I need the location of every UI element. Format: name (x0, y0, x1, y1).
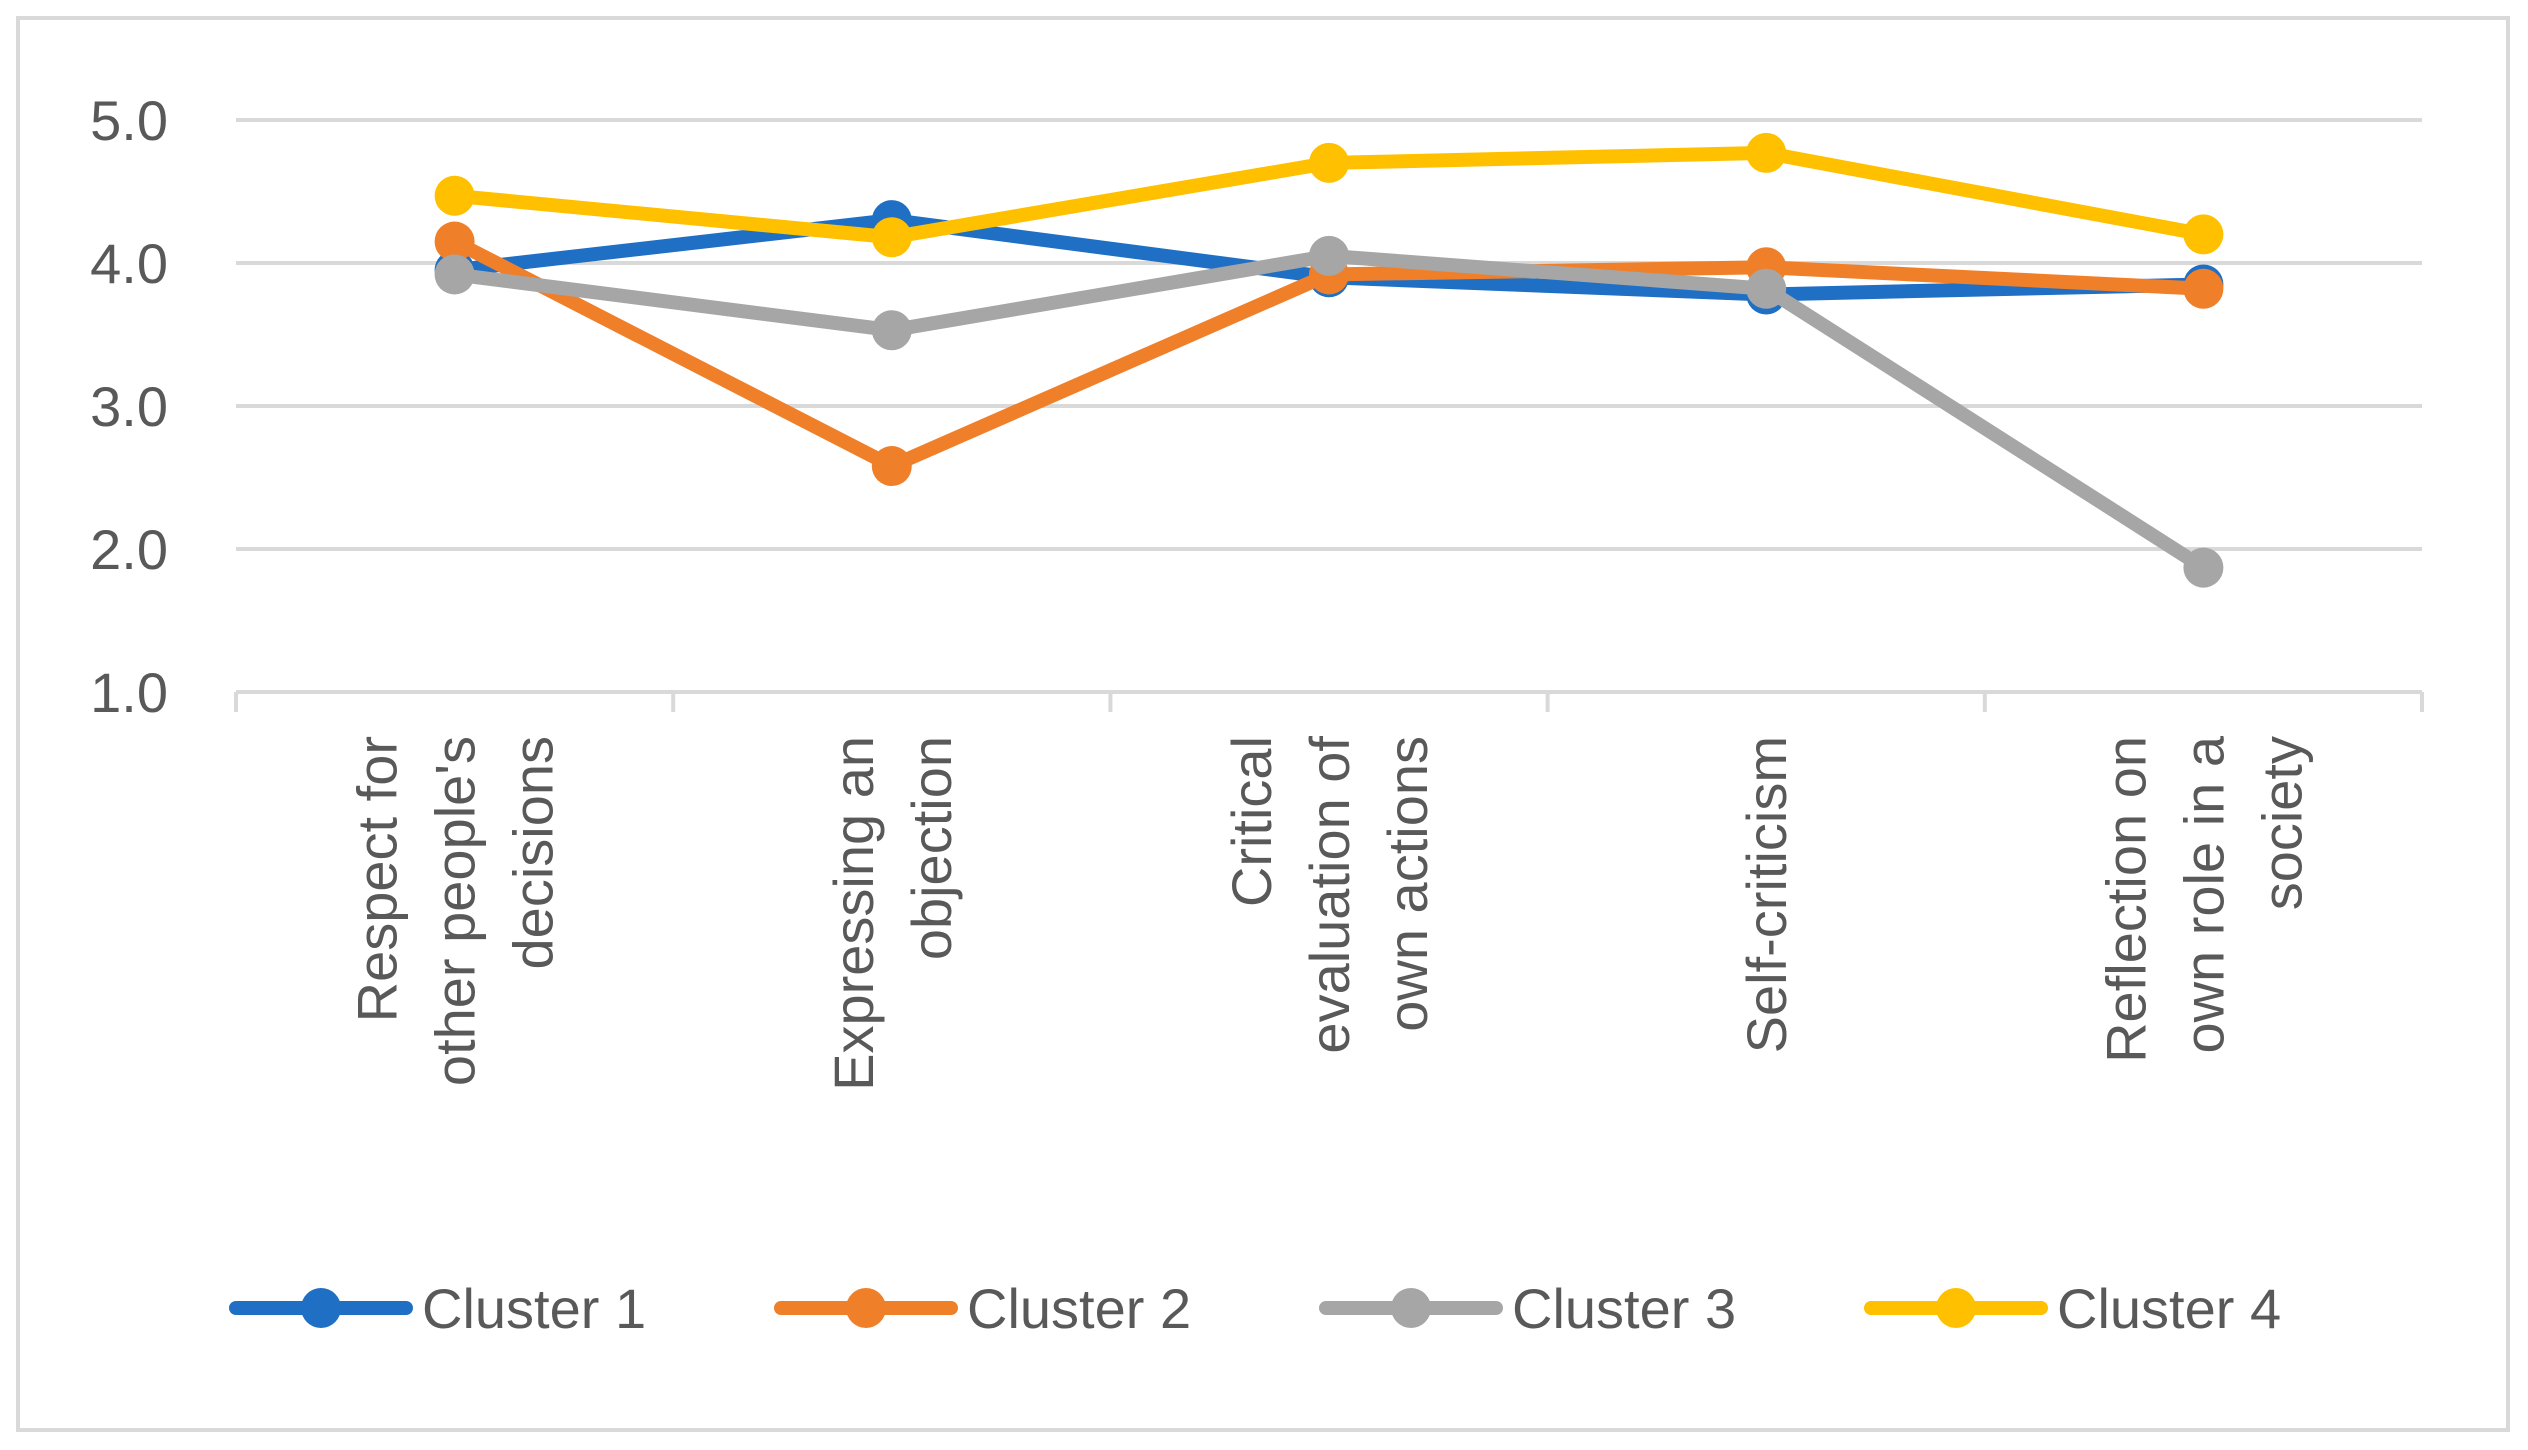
x-axis (234, 690, 2424, 712)
category-label: own role in a (2172, 735, 2235, 1053)
data-point (434, 254, 475, 295)
data-point (1309, 235, 1349, 276)
legend-marker (1391, 1288, 1431, 1328)
series-cluster-4 (434, 132, 2224, 258)
data-point (2183, 547, 2224, 588)
category-label: own actions (1376, 736, 1439, 1032)
legend-item: Cluster 4 (1864, 1277, 2281, 1340)
legend-item: Cluster 2 (774, 1277, 1191, 1340)
legend-label: Cluster 4 (2057, 1277, 2281, 1340)
category-label: evaluation of (1298, 736, 1361, 1054)
category-labels: Respect for other people's decisions Expres… (346, 735, 2314, 1091)
gridlines (236, 118, 2422, 551)
legend-label: Cluster 1 (422, 1277, 646, 1340)
category-label: Self-criticism (1735, 736, 1798, 1053)
y-tick-label: 3.0 (90, 375, 168, 438)
legend: Cluster 1 Cluster 2 Cluster 3 Cluster 4 (229, 1277, 2281, 1340)
data-point (434, 221, 475, 262)
category-label: Reflection on (2094, 736, 2157, 1063)
category-label: Critical (1220, 736, 1283, 907)
legend-marker (1936, 1288, 1976, 1328)
series-lines (434, 132, 2224, 588)
series-line (447, 248, 2211, 575)
data-point (1746, 132, 1787, 173)
data-point (871, 217, 912, 258)
data-point (871, 310, 912, 351)
category-label: other people's (424, 736, 487, 1086)
chart-frame (16, 16, 2510, 1432)
data-point (434, 175, 475, 216)
data-point (871, 446, 912, 487)
legend-label: Cluster 3 (1512, 1277, 1736, 1340)
y-tick-label: 1.0 (90, 661, 168, 724)
legend-marker (301, 1288, 341, 1328)
category-label: decisions (502, 736, 565, 969)
y-tick-label: 5.0 (90, 89, 168, 152)
y-tick-labels: 1.0 2.0 3.0 4.0 5.0 (90, 89, 168, 724)
legend-item: Cluster 3 (1319, 1277, 1736, 1340)
data-point (2183, 214, 2224, 255)
y-tick-label: 4.0 (90, 232, 168, 295)
series-cluster-3 (434, 235, 2224, 588)
data-point (1746, 268, 1787, 309)
category-label: objection (900, 736, 963, 960)
legend-label: Cluster 2 (967, 1277, 1191, 1340)
data-point (2183, 268, 2224, 309)
category-label: Expressing an (822, 736, 885, 1091)
legend-marker (846, 1288, 886, 1328)
y-tick-label: 2.0 (90, 518, 168, 581)
category-label: Respect for (346, 736, 409, 1022)
data-point (1309, 142, 1349, 183)
legend-item: Cluster 1 (229, 1277, 646, 1340)
category-label: society (2250, 736, 2313, 910)
